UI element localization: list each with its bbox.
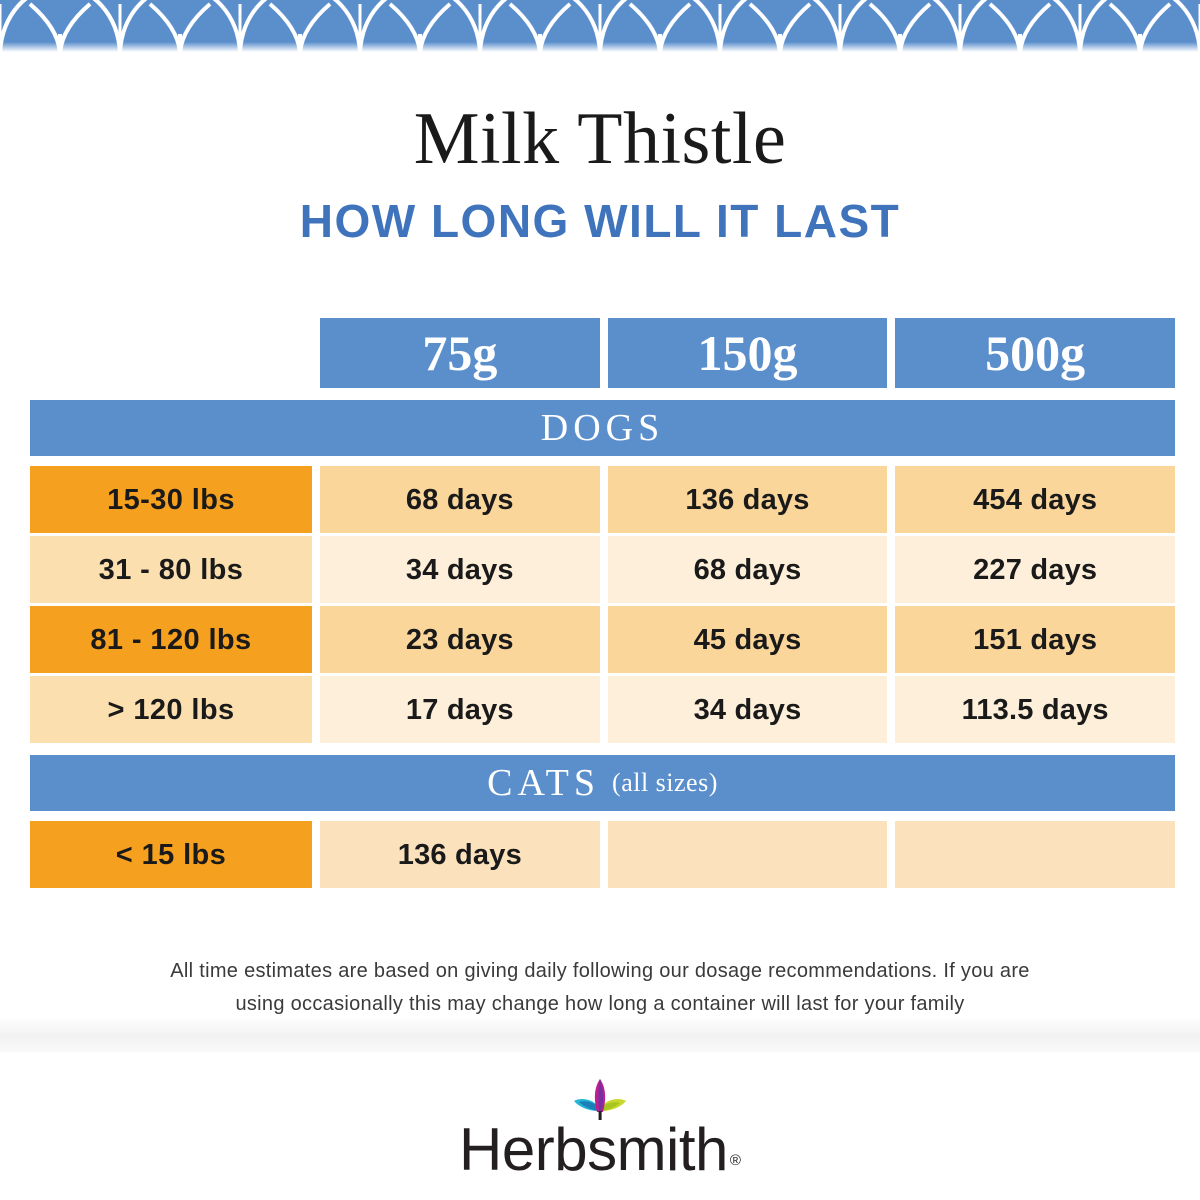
dosage-duration-table: 75g 150g 500g DOGS 15-30 lbs 68 days 136… (30, 318, 1176, 888)
column-header-150g: 150g (607, 318, 888, 388)
cell-cats-500g (895, 821, 1176, 888)
registered-trademark-icon: ® (729, 1152, 741, 1169)
cell-31-80-150g: 68 days (607, 536, 888, 603)
logo-wordmark-row: Herbsmith ® (459, 1117, 741, 1183)
cell-15-30-150g: 136 days (607, 466, 888, 533)
cell-15-30-75g: 68 days (320, 466, 600, 533)
spacer (30, 743, 1175, 755)
gutter (600, 606, 608, 673)
cell-over120-75g: 17 days (320, 676, 600, 743)
cell-81-120-150g: 45 days (607, 606, 888, 673)
header-corner-spacer (30, 318, 312, 388)
row-label-over-120-lbs: > 120 lbs (30, 676, 312, 743)
footnote-line-2: using occasionally this may change how l… (235, 993, 965, 1015)
flower-leaf-mark-icon (574, 1079, 626, 1120)
brand-logo: Herbsmith ® (0, 1075, 1200, 1183)
gutter (312, 466, 320, 533)
gutter (887, 318, 895, 388)
gutter (887, 606, 895, 673)
table-row: 15-30 lbs 68 days 136 days 454 days (30, 466, 1176, 533)
gutter (600, 318, 608, 388)
cell-81-120-500g: 151 days (895, 606, 1176, 673)
top-decorative-band (0, 0, 1200, 52)
gutter (887, 676, 895, 743)
gutter (312, 676, 320, 743)
column-header-500g: 500g (895, 318, 1176, 388)
cell-31-80-500g: 227 days (895, 536, 1176, 603)
table-row: < 15 lbs 136 days (30, 821, 1176, 888)
gutter (312, 318, 320, 388)
page-title: Milk Thistle (413, 98, 787, 180)
gutter (600, 536, 608, 603)
cell-over120-500g: 113.5 days (895, 676, 1176, 743)
section-subtitle-cats: (all sizes) (612, 768, 718, 797)
section-title-cats: CATS (487, 762, 601, 804)
section-banner-cats: CATS (all sizes) (30, 755, 1175, 811)
table-row: 81 - 120 lbs 23 days 45 days 151 days (30, 606, 1176, 673)
footnote: All time estimates are based on giving d… (0, 955, 1200, 1021)
row-label-15-30-lbs: 15-30 lbs (30, 466, 312, 533)
spacer (30, 456, 1175, 466)
section-banner-dogs: DOGS (30, 400, 1175, 456)
cell-31-80-75g: 34 days (320, 536, 600, 603)
spacer (30, 811, 1175, 821)
column-header-75g: 75g (320, 318, 600, 388)
gutter (887, 536, 895, 603)
grey-divider-band (0, 1018, 1200, 1052)
gutter (600, 821, 608, 888)
gutter (312, 821, 320, 888)
row-label-81-120-lbs: 81 - 120 lbs (30, 606, 312, 673)
table-row: > 120 lbs 17 days 34 days 113.5 days (30, 676, 1176, 743)
cell-cats-150g (607, 821, 888, 888)
cell-15-30-500g: 454 days (895, 466, 1176, 533)
cell-cats-75g: 136 days (320, 821, 600, 888)
table-row: 31 - 80 lbs 34 days 68 days 227 days (30, 536, 1176, 603)
cell-over120-150g: 34 days (607, 676, 888, 743)
footnote-line-1: All time estimates are based on giving d… (170, 960, 1030, 982)
gutter (887, 821, 895, 888)
gutter (600, 676, 608, 743)
section-title-dogs: DOGS (540, 407, 665, 449)
gutter (600, 466, 608, 533)
band-fade (0, 42, 1200, 52)
page-subtitle: HOW LONG WILL IT LAST (299, 195, 901, 247)
logo-wordmark: Herbsmith (459, 1116, 728, 1183)
row-label-under-15-lbs: < 15 lbs (30, 821, 312, 888)
table-header-row: 75g 150g 500g (30, 318, 1176, 388)
cell-81-120-75g: 23 days (320, 606, 600, 673)
gutter (312, 606, 320, 673)
gutter (312, 536, 320, 603)
row-label-31-80-lbs: 31 - 80 lbs (30, 536, 312, 603)
gutter (887, 466, 895, 533)
